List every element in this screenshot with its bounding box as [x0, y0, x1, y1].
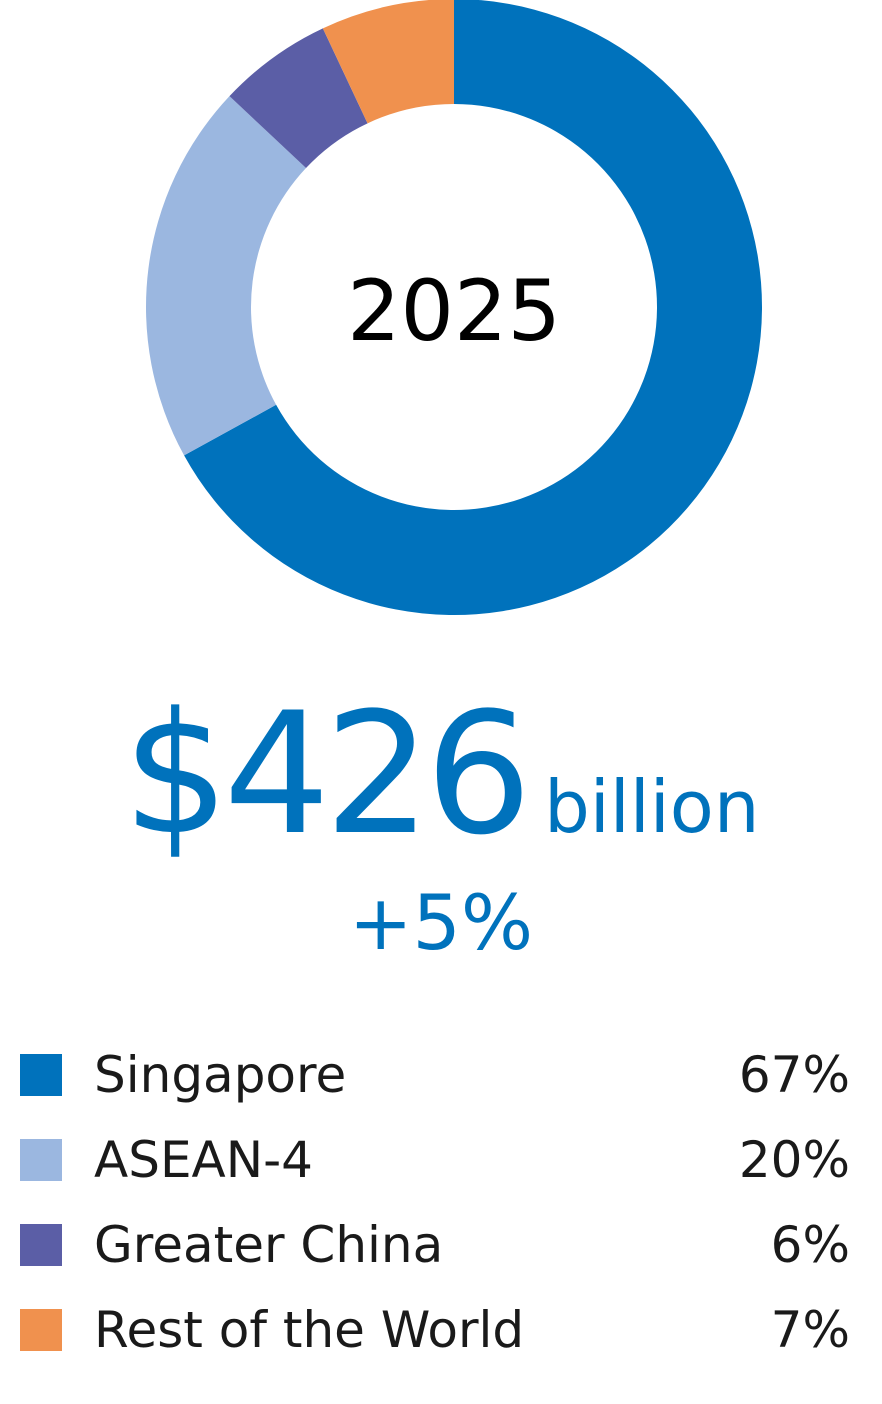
legend-value: 20% [738, 1130, 850, 1189]
legend-item-greater-china: Greater China 6% [20, 1202, 850, 1287]
legend-swatch-singapore [20, 1053, 62, 1096]
total-amount: $426 [122, 676, 533, 872]
legend-value: 7% [770, 1300, 850, 1359]
legend-value: 6% [770, 1215, 850, 1274]
donut-slice-asean-4 [146, 96, 307, 456]
legend-label: Rest of the World [94, 1300, 525, 1359]
legend-value: 67% [738, 1045, 850, 1104]
donut-slice-greater-china [229, 28, 368, 169]
donut-slice-rest-of-the-world [322, 0, 454, 124]
legend-label: ASEAN-4 [94, 1130, 313, 1189]
total-value-row: $426 billion [0, 690, 882, 890]
chart-legend: Singapore 67% ASEAN-4 20% Greater China … [20, 1032, 850, 1372]
legend-item-singapore: Singapore 67% [20, 1032, 850, 1117]
legend-item-rest-of-the-world: Rest of the World 7% [20, 1287, 850, 1372]
legend-label: Greater China [94, 1215, 444, 1274]
donut-chart: 2025 [146, 0, 762, 615]
total-unit: billion [544, 765, 760, 849]
legend-swatch-asean-4 [20, 1138, 62, 1181]
donut-slices [146, 0, 762, 615]
legend-swatch-rest-of-the-world [20, 1308, 62, 1351]
chart-center-year: 2025 [347, 262, 561, 360]
legend-item-asean-4: ASEAN-4 20% [20, 1117, 850, 1202]
growth-percentage: +5% [348, 878, 534, 967]
donut-slice-singapore [184, 0, 762, 615]
legend-label: Singapore [94, 1045, 347, 1104]
legend-swatch-greater-china [20, 1223, 62, 1266]
